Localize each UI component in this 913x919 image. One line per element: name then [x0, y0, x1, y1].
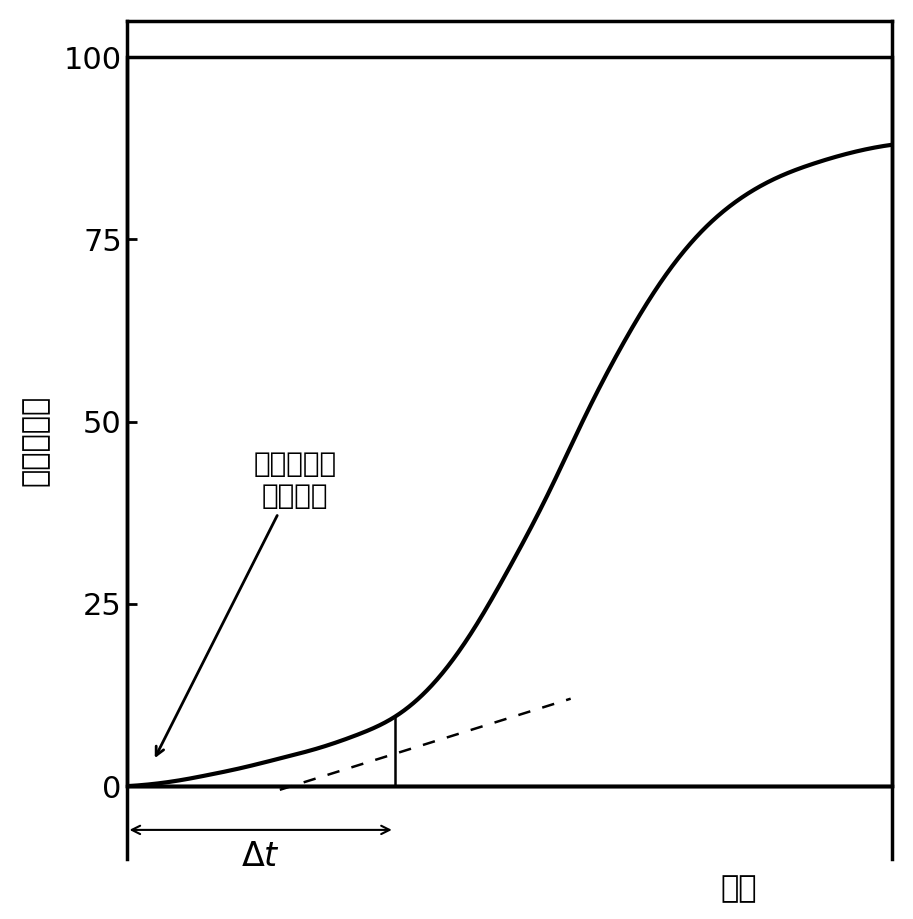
Bar	[127, 57, 892, 786]
Y-axis label: 单体转化率: 单体转化率	[21, 394, 50, 485]
Text: $\Delta t$: $\Delta t$	[241, 841, 280, 873]
Text: 时间: 时间	[721, 874, 757, 902]
Text: 加入亚硝基
二硫酸盐: 加入亚硝基 二硫酸盐	[156, 449, 337, 755]
